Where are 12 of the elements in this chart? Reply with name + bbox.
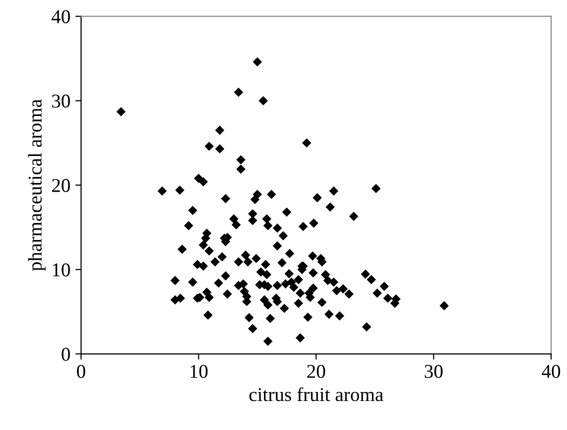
y-tick-label: 10 bbox=[52, 263, 70, 276]
x-tick-label: 0 bbox=[76, 364, 86, 378]
y-tick-label: 20 bbox=[52, 178, 70, 192]
y-tick-label: 30 bbox=[52, 94, 70, 108]
x-axis-title: citrus fruit aroma bbox=[249, 387, 384, 402]
x-tick-label: 30 bbox=[424, 364, 443, 378]
x-tick-label: 40 bbox=[542, 364, 560, 378]
y-tick-label: 40 bbox=[52, 10, 70, 24]
y-tick-label: 0 bbox=[62, 348, 70, 361]
y-axis-title: pharmaceutical aroma bbox=[28, 99, 46, 271]
x-tick-label: 10 bbox=[190, 364, 208, 378]
x-tick-label: 20 bbox=[307, 364, 326, 378]
